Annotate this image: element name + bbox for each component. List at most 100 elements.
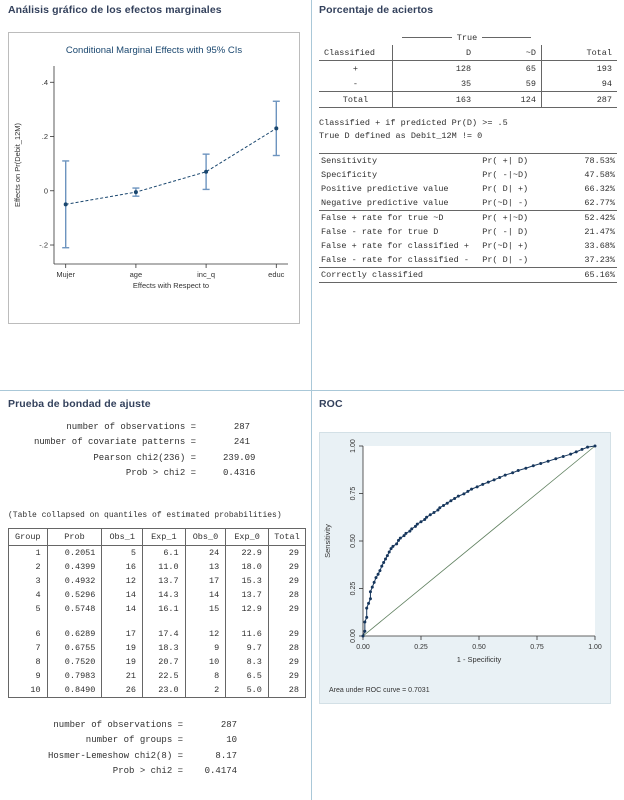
classification-stats-table: Sensitivity Pr( +| D) 78.53% Specificity Pr(… [319, 153, 617, 283]
svg-text:.2: .2 [42, 132, 48, 141]
col-header-classified: Classified [319, 45, 393, 61]
quantile-row: 10 0.8490 26 23.0 2 5.0 28 [9, 683, 306, 698]
cell: 163 [392, 91, 477, 108]
cell: 29 [267, 655, 306, 670]
col-header-obs0: Obs_0 [184, 528, 226, 547]
svg-text:.4: .4 [42, 78, 48, 87]
cell: 3 [35, 576, 41, 587]
cell: 21.47% [584, 227, 615, 237]
stat-row: Specificity Pr( -|~D) 47.58% [319, 168, 617, 182]
cell: 66.32% [584, 184, 615, 194]
cell: 15 [184, 602, 226, 617]
cell: 4 [35, 590, 41, 601]
classification-table: True Classified D ~D Total +128 65 193 - 35 5… [319, 30, 617, 108]
section-title-marginal: Análisis gráfico de los efectos marginal… [8, 4, 222, 16]
cell: False + rate for classified + [321, 241, 469, 251]
cell: 13.7 [142, 574, 186, 589]
roc-chart: 0.000.00 0.25 0.25 0.50 0.50 0.75 0.75 1.00 1.00… [319, 432, 611, 704]
cell: 0.7983 [46, 669, 102, 684]
true-header-label: True [456, 32, 478, 43]
cell: 29 [267, 669, 306, 684]
cell: 15.3 [225, 574, 269, 589]
stat-row: Positive predictive value Pr( D| +) 66.32% [319, 182, 617, 196]
cell: 11.0 [142, 560, 186, 575]
svg-text:0.75: 0.75 [350, 487, 357, 501]
svg-text:0.25: 0.25 [350, 582, 357, 596]
cell: 9 [35, 671, 41, 682]
cell: 12 [184, 616, 226, 642]
cell: 0.8490 [46, 683, 102, 698]
cell: 59 [525, 78, 536, 89]
cell: 17 [101, 616, 143, 642]
section-classification: Porcentaje de aciertos True [319, 4, 617, 384]
cell: 14 [101, 602, 143, 617]
cell: 0.4932 [46, 574, 102, 589]
cell: Pr(~D| -) [482, 198, 529, 208]
cell: 1 [35, 548, 41, 559]
cell: Pr( -|~D) [482, 170, 529, 180]
cell: 18.3 [142, 641, 186, 656]
col-header-total: Total [540, 45, 617, 61]
classification-header-row: Classified D ~D Total [319, 45, 617, 61]
cell: 16.1 [142, 602, 186, 617]
quantile-row: 8 0.7520 19 20.7 10 8.3 29 [9, 655, 306, 670]
cell: 37.23% [584, 255, 615, 265]
quantile-table: Group Prob Obs_1 Exp_1 Obs_0 Exp_0 Total… [8, 528, 306, 699]
svg-text:0.00: 0.00 [356, 644, 370, 651]
section-roc: ROC 0.00 0.00 0.25 0.25 0.50 0.50 0.75 0.75 1.00… [319, 398, 617, 796]
spacer-cell [541, 30, 617, 45]
cell: 6.5 [225, 669, 269, 684]
col-header-total: Total [267, 528, 306, 547]
cell: 14.3 [142, 588, 186, 603]
cell: Pr( D| -) [482, 255, 529, 265]
cell: 29 [267, 616, 306, 642]
svg-text:1 - Specificity: 1 - Specificity [457, 655, 502, 664]
cell: 62.77% [584, 198, 615, 208]
quantile-row: 7 0.6755 19 18.3 9 9.7 28 [9, 641, 306, 656]
col-header-exp0: Exp_0 [225, 528, 269, 547]
classification-row: - 35 59 94 [319, 76, 617, 92]
classification-row: +128 65 193 [319, 60, 617, 76]
cell: 14 [184, 588, 226, 603]
svg-text:Area under ROC curve = 0.7031: Area under ROC curve = 0.7031 [329, 687, 430, 694]
cell: 0.5748 [46, 602, 102, 617]
cell: 12.9 [225, 602, 269, 617]
cell: Positive predictive value [321, 184, 449, 194]
cell: 13 [184, 560, 226, 575]
stat-row: False + rate for true ~D Pr( +|~D) 52.42% [319, 211, 617, 226]
cell [480, 268, 558, 283]
cell: 19 [101, 641, 143, 656]
cell: Pr( +|~D) [482, 213, 529, 223]
svg-text:0: 0 [44, 186, 48, 195]
section-marginal-effects: Análisis gráfico de los efectos marginal… [8, 4, 304, 384]
cell: Pr( +| D) [482, 156, 529, 166]
svg-text:inc_q: inc_q [197, 270, 215, 279]
cell: 2 [35, 562, 41, 573]
cell: 28 [267, 683, 306, 698]
cell: 28 [267, 641, 306, 656]
classification-note-1: Classified + if predicted Pr(D) >= .5 [319, 118, 508, 128]
true-header-row: True [319, 30, 617, 45]
stat-row: Sensitivity Pr( +| D) 78.53% [319, 154, 617, 169]
cell: 29 [267, 560, 306, 575]
cell: 0.5296 [46, 588, 102, 603]
stat-row: False - rate for classified - Pr( D| -) 37… [319, 253, 617, 268]
col-header-group: Group [8, 528, 48, 547]
cell: 17 [184, 574, 226, 589]
cell: 33.68% [584, 241, 615, 251]
cell: 0.6755 [46, 641, 102, 656]
cell: 6 [35, 629, 41, 640]
cell: 8 [35, 657, 41, 668]
spacer-cell [319, 30, 392, 45]
cell: 9.7 [225, 641, 269, 656]
cell: 9 [184, 641, 226, 656]
cell: 0.4399 [46, 560, 102, 575]
true-header-flex: True [397, 33, 536, 43]
cell: 47.58% [584, 170, 615, 180]
vertical-divider [311, 0, 312, 800]
col-header-prob: Prob [46, 528, 102, 547]
svg-text:0.25: 0.25 [414, 644, 428, 651]
rule-line [402, 37, 452, 38]
cell: 5 [35, 604, 41, 615]
